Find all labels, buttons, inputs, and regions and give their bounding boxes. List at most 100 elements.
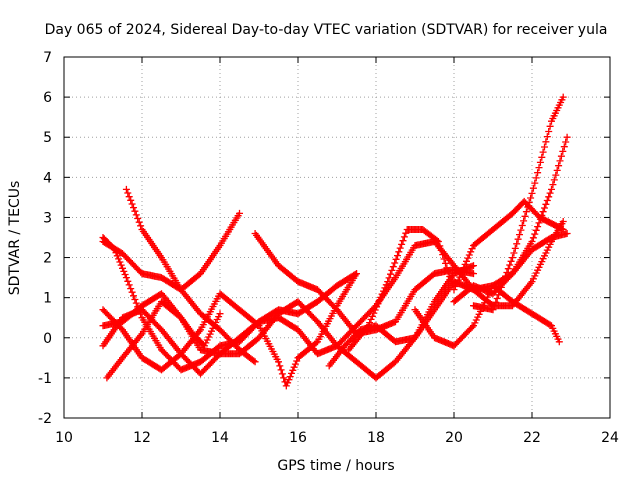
- data-point: [141, 356, 143, 359]
- data-point: [238, 352, 241, 355]
- data-point: [277, 312, 280, 315]
- data-point: [472, 244, 475, 247]
- data-point: [336, 284, 338, 287]
- data-point: [550, 236, 553, 239]
- data-point: [492, 308, 494, 311]
- data-point: [160, 300, 163, 303]
- data-point: [531, 280, 533, 283]
- data-point: [355, 324, 358, 327]
- data-point: [550, 188, 553, 191]
- data-point: [531, 248, 533, 251]
- y-tick-label: 4: [43, 170, 52, 186]
- data-point: [125, 276, 128, 279]
- data-point: [531, 192, 533, 195]
- y-tick-label: 6: [43, 90, 52, 106]
- x-tick-label: 16: [289, 430, 307, 446]
- data-point: [472, 304, 475, 307]
- data-series: [99, 93, 571, 390]
- data-point: [258, 324, 260, 327]
- data-point: [121, 356, 124, 359]
- data-point: [316, 340, 319, 343]
- data-point: [359, 328, 362, 331]
- data-point: [180, 352, 182, 355]
- x-tick-label: 24: [601, 430, 619, 446]
- data-point: [566, 232, 568, 235]
- plot-frame: [63, 56, 611, 419]
- data-point: [199, 360, 202, 363]
- y-tick-label: 2: [43, 251, 52, 267]
- x-tick-label: 18: [367, 430, 385, 446]
- y-tick-label: 1: [43, 291, 52, 307]
- data-point: [472, 272, 475, 275]
- data-point: [125, 188, 128, 191]
- data-point: [121, 316, 124, 319]
- data-point: [355, 272, 358, 275]
- data-point: [238, 348, 241, 351]
- data-point: [180, 368, 182, 371]
- data-point: [219, 344, 221, 347]
- y-tick-label: 0: [43, 331, 52, 347]
- data-point: [258, 320, 260, 323]
- data-point: [180, 288, 182, 291]
- data-point: [297, 328, 299, 331]
- data-point: [355, 360, 358, 363]
- data-point: [285, 385, 288, 387]
- data-point: [297, 280, 299, 283]
- data-point: [254, 232, 256, 235]
- y-tick-label: 7: [43, 50, 52, 66]
- data-point: [375, 324, 377, 327]
- data-point: [297, 300, 299, 303]
- data-point: [316, 320, 319, 323]
- data-point: [433, 336, 436, 339]
- data-point: [102, 344, 104, 347]
- data-point: [433, 308, 436, 311]
- y-tick-label: -1: [38, 371, 52, 387]
- data-point: [453, 288, 455, 291]
- data-point: [343, 344, 346, 347]
- data-point: [414, 308, 416, 311]
- data-point: [219, 244, 221, 247]
- x-axis-label: GPS time / hours: [277, 458, 394, 474]
- data-point: [433, 300, 436, 303]
- data-point: [531, 312, 533, 315]
- data-point: [316, 288, 319, 291]
- data-point: [141, 332, 143, 335]
- data-point: [386, 280, 389, 283]
- y-axis-label: SDTVAR / TECUs: [7, 181, 23, 296]
- data-point: [566, 136, 568, 139]
- data-point: [199, 272, 202, 275]
- data-point: [472, 324, 475, 327]
- data-point: [316, 352, 319, 355]
- data-point: [523, 200, 526, 203]
- data-point: [141, 308, 143, 311]
- data-point: [141, 304, 143, 307]
- data-point: [160, 348, 163, 351]
- data-point: [277, 316, 280, 319]
- data-point: [394, 360, 397, 363]
- data-point: [531, 240, 533, 243]
- data-point: [562, 228, 565, 231]
- data-point: [394, 276, 397, 279]
- data-point: [258, 336, 260, 339]
- data-point: [219, 292, 221, 295]
- data-point: [414, 244, 416, 247]
- data-point: [511, 300, 514, 303]
- data-point: [199, 328, 202, 331]
- data-point: [106, 376, 108, 379]
- data-point: [511, 256, 514, 259]
- data-point: [453, 268, 455, 271]
- data-point: [199, 312, 202, 315]
- data-point: [550, 324, 553, 327]
- data-point: [203, 344, 206, 347]
- data-point: [141, 228, 143, 231]
- data-point: [453, 264, 455, 267]
- data-point: [277, 308, 280, 311]
- y-tick-label: 3: [43, 210, 52, 226]
- data-point: [316, 300, 319, 303]
- data-point: [254, 360, 256, 363]
- data-point: [375, 376, 377, 379]
- data-point: [492, 228, 494, 231]
- data-point: [238, 212, 241, 215]
- data-point: [453, 272, 455, 275]
